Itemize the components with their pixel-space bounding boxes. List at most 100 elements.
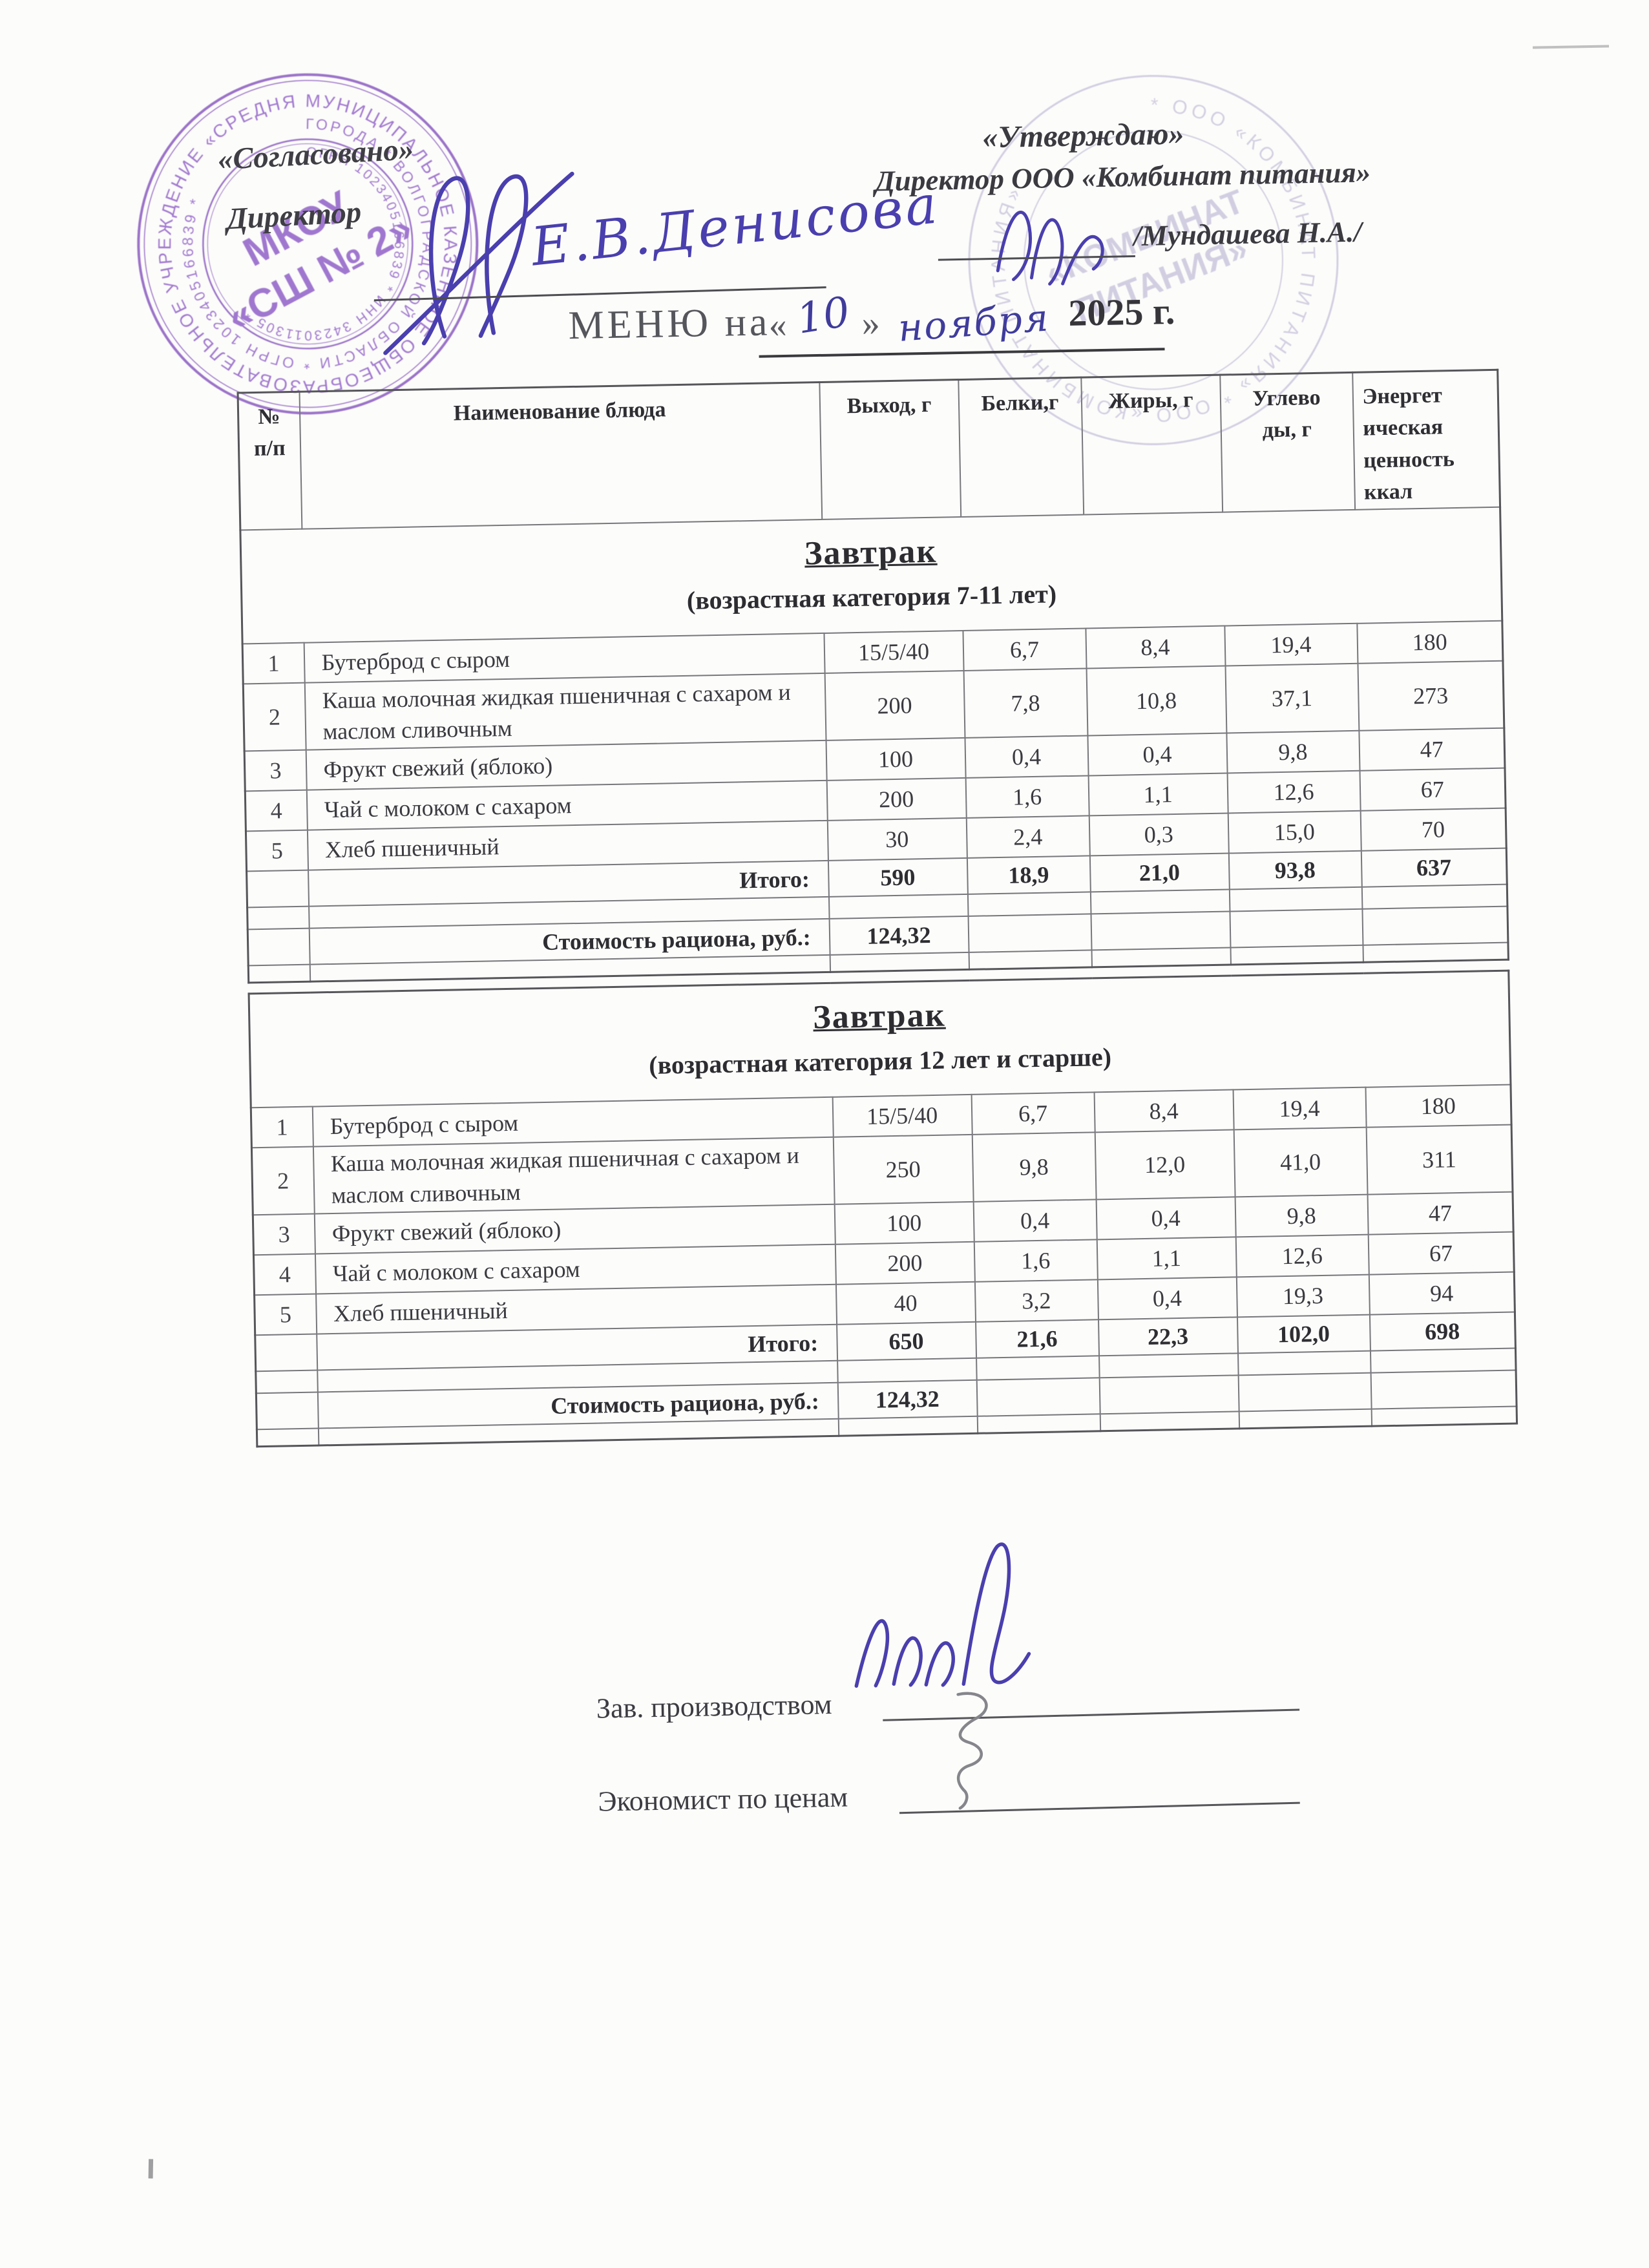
price-economist-signature-ink	[956, 1692, 988, 1810]
dish-kcal: 94	[1369, 1272, 1515, 1315]
dish-kcal: 67	[1360, 768, 1506, 811]
dish-out: 200	[826, 778, 967, 821]
dish-fat: 1,1	[1097, 1237, 1237, 1280]
date-quote-open: «	[768, 304, 788, 346]
dish-fat: 10,8	[1086, 666, 1226, 736]
dish-kcal: 70	[1360, 808, 1507, 851]
dish-kcal: 273	[1357, 660, 1504, 731]
price-economist-label: Экономист по ценам	[598, 1781, 848, 1818]
dish-kcal: 180	[1356, 620, 1503, 664]
row-num: 4	[253, 1254, 316, 1296]
dish-kcal: 47	[1367, 1192, 1514, 1235]
dish-kcal: 67	[1368, 1232, 1515, 1275]
approve-signature-ink	[996, 211, 1104, 286]
dish-carbs: 12,6	[1235, 1234, 1369, 1277]
dish-out: 200	[835, 1241, 975, 1285]
menu-table-7-11: № п/п Наименование блюда Выход, г Белки,…	[236, 368, 1509, 984]
col-header-carbs: Углево ды, г	[1219, 372, 1355, 512]
empty-cell	[255, 1334, 317, 1372]
dish-carbs: 41,0	[1234, 1127, 1368, 1197]
dish-carbs: 19,4	[1224, 624, 1358, 666]
school-round-stamp: МУНИЦИПАЛЬНОЕ КАЗЕННОЕ ОБЩЕОБРАЗОВАТЕЛЬН…	[127, 63, 479, 415]
dish-protein: 2,4	[966, 815, 1090, 859]
empty-cell	[256, 1392, 319, 1430]
dish-fat: 0,4	[1096, 1197, 1236, 1240]
dish-fat: 1,1	[1088, 773, 1228, 816]
row-num: 4	[245, 790, 308, 832]
dish-out: 100	[834, 1201, 974, 1244]
dish-fat: 0,3	[1089, 813, 1229, 856]
row-num: 5	[254, 1294, 317, 1336]
dish-out: 15/5/40	[832, 1094, 972, 1137]
dish-carbs: 12,6	[1227, 770, 1361, 814]
total-fat: 22,3	[1098, 1317, 1238, 1356]
dish-out: 100	[826, 738, 966, 781]
empty-cell	[246, 870, 309, 908]
dish-fat: 8,4	[1094, 1089, 1234, 1133]
col-header-energy: Энергет ическая ценность ккал	[1352, 370, 1500, 510]
total-protein: 18,9	[967, 856, 1091, 895]
row-num: 2	[251, 1146, 315, 1215]
dish-fat: 8,4	[1085, 625, 1226, 669]
dish-carbs: 15,0	[1228, 810, 1361, 854]
dish-name: Каша молочная жидкая пшеничная с сахаром…	[313, 1137, 835, 1214]
production-manager-label: Зав. производством	[596, 1688, 832, 1725]
row-num: 3	[244, 750, 307, 792]
approve-label: «Утверждаю»	[982, 116, 1185, 155]
dish-carbs: 9,8	[1235, 1194, 1369, 1237]
dish-fat: 12,0	[1095, 1129, 1235, 1200]
col-header-dish: Наименование блюда	[299, 382, 822, 529]
dish-fat: 0,4	[1087, 733, 1228, 776]
total-fat: 21,0	[1089, 853, 1230, 892]
total-kcal: 698	[1369, 1312, 1516, 1351]
scan-artifact	[1533, 45, 1610, 49]
menu-table-12-plus: Завтрак (возрастная категория 12 лет и с…	[247, 969, 1518, 1447]
dish-kcal: 47	[1358, 728, 1505, 771]
total-protein: 21,6	[975, 1319, 1099, 1358]
total-out: 650	[836, 1321, 976, 1361]
dish-protein: 6,7	[962, 628, 1087, 671]
col-header-protein: Белки,г	[958, 377, 1084, 518]
dish-kcal: 311	[1366, 1124, 1513, 1195]
dish-protein: 9,8	[972, 1132, 1097, 1202]
section-row: Завтрак (возрастная категория 7-11 лет)	[240, 507, 1502, 644]
row-num: 1	[251, 1106, 313, 1148]
row-num: 1	[242, 642, 305, 684]
dish-protein: 3,2	[974, 1279, 1098, 1322]
dish-protein: 1,6	[974, 1239, 1098, 1282]
date-day-handwritten: 10	[793, 288, 854, 344]
total-carbs: 93,8	[1228, 850, 1362, 890]
col-header-out: Выход, г	[819, 379, 961, 520]
menu-title: МЕНЮ на	[568, 300, 771, 348]
dish-kcal: 180	[1365, 1084, 1512, 1128]
dish-out: 30	[827, 818, 967, 861]
dish-carbs: 37,1	[1225, 663, 1359, 733]
row-num: 2	[243, 682, 306, 751]
vendor-round-stamp: * ООО «КОМБИНАТ ПИТАНИЯ» * ООО «КОМБИНАТ…	[968, 74, 1339, 445]
dish-fat: 0,4	[1097, 1277, 1237, 1320]
dish-out: 200	[824, 671, 965, 741]
date-year: 2025 г.	[1067, 289, 1175, 334]
section-row: Завтрак (возрастная категория 12 лет и с…	[249, 971, 1511, 1108]
dish-out: 15/5/40	[823, 631, 964, 674]
total-out: 590	[828, 858, 968, 898]
dish-protein: 0,4	[964, 735, 1089, 779]
dish-out: 40	[835, 1281, 976, 1325]
row-num: 5	[246, 830, 308, 872]
dish-carbs: 19,4	[1233, 1087, 1367, 1130]
col-header-num: № п/п	[238, 392, 302, 530]
production-manager-signature-ink	[854, 1542, 1031, 1688]
dish-carbs: 9,8	[1226, 730, 1360, 773]
dish-carbs: 19,3	[1236, 1274, 1370, 1318]
dish-out: 250	[833, 1134, 974, 1204]
director-signature-ink	[383, 171, 574, 355]
dish-name: Каша молочная жидкая пшеничная с сахаром…	[304, 673, 826, 750]
cost-value: 124,32	[837, 1380, 978, 1419]
approve-director-name: /Мундашева Н.А./	[1133, 215, 1363, 253]
agree-role-label: Директор	[226, 195, 362, 236]
dish-protein: 7,8	[963, 668, 1087, 739]
date-quote-close: »	[861, 303, 881, 344]
total-kcal: 637	[1361, 848, 1507, 887]
